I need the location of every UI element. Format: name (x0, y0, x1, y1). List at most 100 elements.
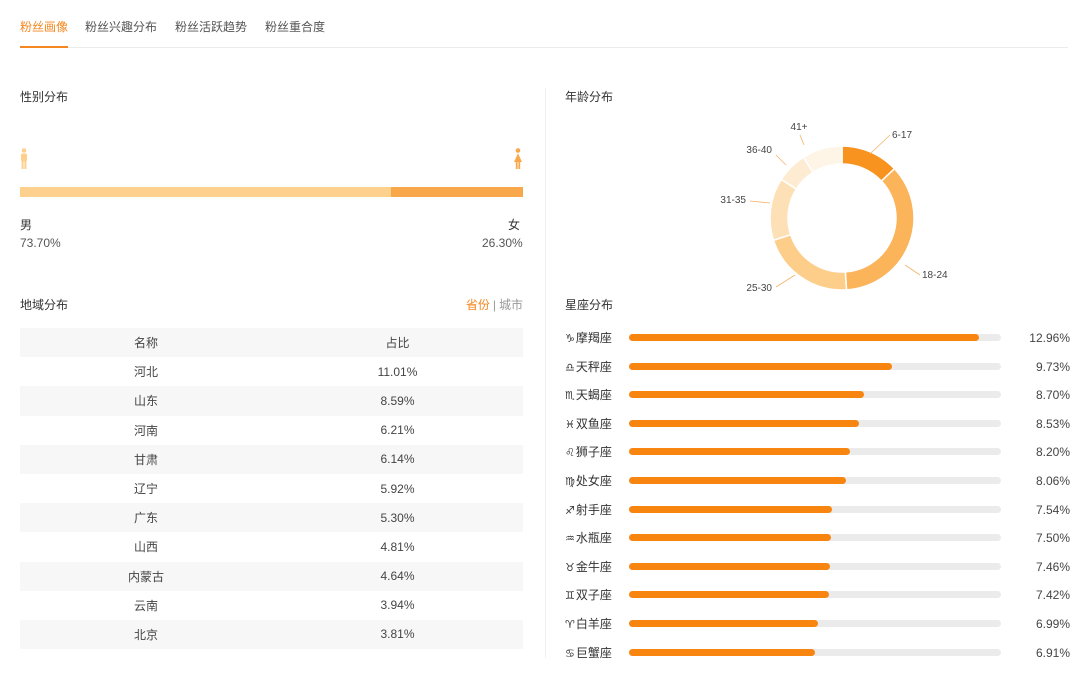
zodiac-name: ♒水瓶座 (565, 530, 612, 547)
table-row: 辽宁 5.92% (20, 474, 523, 503)
region-table: 名称 占比 河北 11.01% 山东 8.59% 河南 6.21% 甘肃 6.14% 辽… (20, 328, 523, 650)
column-divider (545, 88, 546, 658)
zodiac-percentage: 9.73% (1035, 359, 1070, 374)
gender-ratio-bar (20, 187, 523, 197)
region-pct: 5.92% (380, 481, 415, 496)
tab-fan-activity[interactable]: 粉丝活跃趋势 (175, 20, 248, 34)
zodiac-bar-fill (629, 419, 860, 427)
tab-fan-interests[interactable]: 粉丝兴趣分布 (85, 20, 158, 34)
city-toggle[interactable]: 城市 (498, 298, 523, 312)
zodiac-percentage: 8.06% (1035, 474, 1070, 488)
zodiac-bar-fill (629, 391, 864, 399)
leo-icon: ♌ (565, 447, 575, 460)
aquarius-icon: ♒ (565, 533, 575, 546)
age-leader-line (775, 154, 787, 166)
zodiac-row: ♌狮子座 8.20% (565, 442, 1070, 462)
age-label-41+: 41+ (791, 122, 808, 133)
zodiac-bar-fill (629, 648, 816, 656)
column-header-ratio: 占比 (385, 336, 410, 351)
zodiac-bar-track (629, 505, 1001, 513)
age-label-36-40: 36-40 (746, 145, 772, 156)
zodiac-bar-track (629, 391, 1001, 399)
age-label-25-30: 25-30 (746, 283, 772, 294)
zodiac-row: ♋巨蟹座 6.91% (565, 643, 1070, 663)
zodiac-percentage: 6.91% (1035, 645, 1070, 660)
zodiac-bar-fill (629, 620, 818, 627)
tab-fan-overlap[interactable]: 粉丝重合度 (265, 20, 326, 34)
zodiac-row: ♐射手座 7.54% (565, 500, 1070, 520)
zodiac-bar-track (629, 477, 1001, 484)
zodiac-row: ♒水瓶座 7.50% (565, 528, 1070, 548)
column-header-name: 名称 (133, 336, 158, 351)
zodiac-name: ♑摩羯座 (565, 330, 612, 347)
zodiac-percentage: 7.50% (1035, 531, 1070, 546)
zodiac-bar-fill (629, 562, 831, 570)
age-section-title: 年龄分布 (565, 90, 614, 104)
age-slice-31-35 (769, 178, 798, 242)
scorpio-icon: ♏ (565, 390, 575, 403)
age-slice-41+ (802, 145, 843, 174)
zodiac-bar-track (629, 334, 1001, 341)
region-pct: 4.81% (380, 539, 415, 554)
table-row: 山东 8.59% (20, 386, 523, 416)
zodiac-bar-track (629, 620, 1001, 627)
region-pct: 11.01% (377, 364, 418, 379)
tab-fan-profile[interactable]: 粉丝画像 (20, 20, 69, 34)
zodiac-row: ♉金牛座 7.46% (565, 557, 1070, 577)
zodiac-bar-fill (629, 534, 832, 542)
zodiac-bar-track (629, 448, 1001, 456)
cancer-icon: ♋ (565, 647, 575, 660)
table-header-row: 名称 占比 (20, 328, 523, 358)
table-row: 北京 3.81% (20, 619, 523, 650)
zodiac-name: ♏天蝎座 (565, 387, 612, 404)
zodiac-label: 双鱼座 (575, 416, 612, 431)
female-label: 女 (508, 218, 521, 232)
region-name: 云南 (133, 598, 158, 613)
region-section-title: 地域分布 (20, 298, 69, 312)
zodiac-bar-track (629, 362, 1001, 370)
zodiac-bar-fill (629, 505, 833, 513)
zodiac-bar-track (629, 648, 1001, 656)
region-pct: 6.14% (380, 452, 415, 467)
region-name: 辽宁 (133, 482, 158, 497)
age-label-6-17: 6-17 (892, 130, 912, 141)
aries-icon: ♈ (565, 619, 575, 631)
zodiac-name: ♓双鱼座 (565, 416, 612, 433)
sagittarius-icon: ♐ (565, 504, 575, 517)
zodiac-percentage: 6.99% (1035, 617, 1070, 631)
zodiac-label: 双子座 (575, 588, 612, 603)
region-name: 内蒙古 (127, 569, 164, 584)
zodiac-bar-track (629, 534, 1001, 542)
zodiac-label: 水瓶座 (575, 531, 612, 546)
zodiac-bar-fill (629, 362, 892, 370)
zodiac-percentage: 8.70% (1035, 388, 1070, 403)
zodiac-label: 狮子座 (575, 445, 612, 460)
table-row: 河南 6.21% (20, 416, 523, 445)
zodiac-name: ♍处女座 (565, 473, 612, 490)
female-percentage: 26.30% (482, 236, 523, 250)
zodiac-name: ♎天秤座 (565, 359, 612, 376)
zodiac-percentage: 12.96% (1029, 331, 1070, 345)
province-toggle[interactable]: 省份 (465, 298, 490, 312)
zodiac-row: ♓双鱼座 8.53% (565, 414, 1070, 434)
region-pct: 6.21% (380, 423, 415, 438)
active-tab-indicator (20, 46, 68, 48)
zodiac-label: 射手座 (575, 502, 612, 517)
table-row: 内蒙古 4.64% (20, 561, 523, 591)
virgo-icon: ♍ (565, 476, 575, 488)
table-row: 河北 11.01% (20, 357, 523, 386)
capricorn-icon: ♑ (565, 333, 575, 345)
region-pct: 5.30% (380, 510, 415, 525)
female-icon (514, 148, 522, 169)
male-icon (21, 148, 27, 169)
zodiac-bar-fill (629, 448, 851, 456)
region-pct: 8.59% (380, 393, 415, 408)
zodiac-label: 金牛座 (575, 559, 612, 574)
zodiac-bar-fill (629, 334, 979, 341)
region-name: 山东 (133, 394, 158, 409)
zodiac-bar-fill (629, 591, 830, 599)
zodiac-section-title: 星座分布 (565, 298, 614, 312)
region-pct: 4.64% (380, 569, 415, 584)
libra-icon: ♎ (565, 361, 575, 374)
zodiac-percentage: 8.20% (1035, 445, 1070, 460)
